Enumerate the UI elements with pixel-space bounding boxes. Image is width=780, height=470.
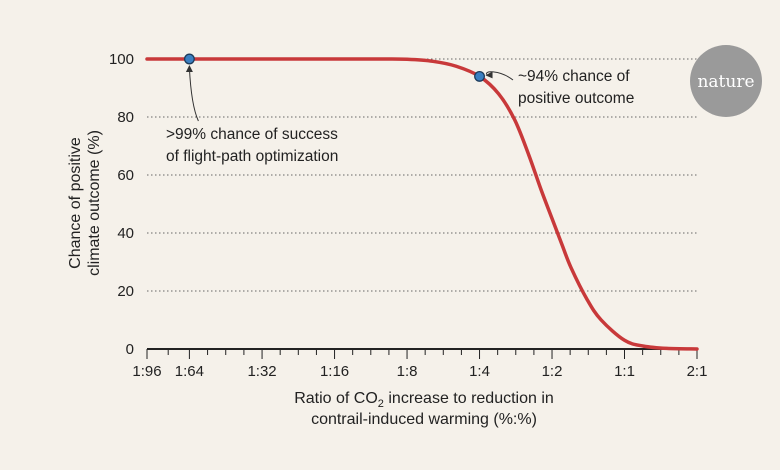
x-axis-label-line1: Ratio of CO2 increase to reduction in [294, 390, 554, 410]
x-tick-label: 1:96 [132, 363, 161, 380]
marker-point-1 [183, 53, 195, 65]
x-tick-label: 1:4 [469, 363, 490, 380]
x-axis-label-line2: contrail-induced warming (%:%) [311, 411, 537, 428]
markers [183, 53, 485, 82]
y-axis-label-line2: climate outcome (%) [86, 130, 103, 276]
y-tick-label: 0 [126, 341, 134, 358]
annotation-arrow-2 [486, 71, 514, 81]
y-tick-label: 100 [109, 51, 134, 68]
marker-point-2 [474, 70, 485, 82]
y-tick-label: 20 [117, 283, 134, 300]
x-tick-label: 1:32 [247, 363, 276, 380]
x-tick-label: 1:1 [614, 363, 635, 380]
x-axis-ticks: 1:96 1:64 1:32 1:16 1:8 1:4 1:2 1:1 2:1 [132, 349, 707, 380]
y-tick-label: 80 [117, 109, 134, 126]
x-tick-label: 1:2 [542, 363, 563, 380]
logo-circle [690, 45, 762, 117]
annotation-2-line2: positive outcome [518, 90, 634, 107]
annotation-arrowhead-2 [485, 71, 493, 79]
annotation-arrowhead-1 [185, 65, 193, 72]
x-tick-label: 1:8 [397, 363, 418, 380]
y-tick-label: 40 [117, 225, 134, 242]
y-tick-label: 60 [117, 167, 134, 184]
x-tick-label: 1:64 [175, 363, 204, 380]
x-tick-label: 2:1 [687, 363, 708, 380]
logo-text: nature [697, 72, 754, 92]
annotations: >99% chance of success of flight-path op… [166, 65, 634, 165]
x-tick-label: 1:16 [320, 363, 349, 380]
y-axis-ticks: 0 20 40 60 80 100 [109, 51, 134, 358]
annotation-2-line1: ~94% chance of [518, 68, 630, 85]
annotation-arrow-1 [188, 67, 199, 122]
y-axis-label-line1: Chance of positive [67, 137, 84, 269]
annotation-1-line1: >99% chance of success [166, 126, 338, 143]
series-line [145, 57, 699, 351]
nature-logo: nature [690, 45, 762, 117]
annotation-1-line2: of flight-path optimization [166, 148, 338, 165]
y-axis-label: Chance of positive climate outcome (%) [67, 130, 103, 276]
